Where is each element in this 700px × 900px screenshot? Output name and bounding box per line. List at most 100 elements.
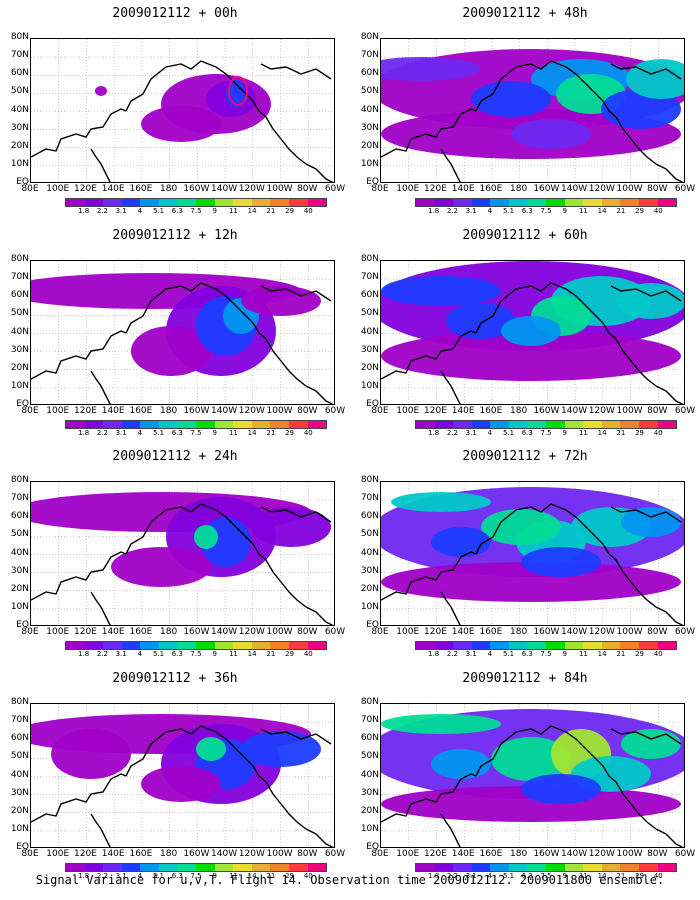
colorbar-segment [214,199,234,206]
coastline [215,731,307,830]
variance-shade [491,737,571,781]
colorbar-tick-label: 11 [578,872,588,880]
colorbar-tick-label: 14 [597,650,607,658]
lat-tick-label: 60N [360,290,379,301]
colorbar-tick-label: 11 [578,429,588,437]
map-panel: 2009012112 + 60h 80N 70N 60N 50N 40N 30N 20N 10N… [360,222,695,437]
colorbar-tick-label: 11 [228,650,238,658]
lon-tick-label: 160W [533,849,560,859]
lon-tick-label: 100E [396,849,420,859]
colorbar-tick-label: 29 [635,650,645,658]
lon-tick-label: 140E [101,627,125,637]
colorbar-labels: 1.8 2.2 3.1 4 5.1 6.3 7.5 9 11 14 21 29 40 [65,207,327,217]
lat-tick-label: 70N [10,50,29,61]
variance-shade [431,527,491,557]
coastline [610,63,682,80]
colorbar [65,863,327,872]
lat-tick-label: 10N [10,823,29,834]
colorbar-segment [546,199,565,206]
colorbar-segment [233,864,252,871]
map-panel: 2009012112 + 36h 80N 70N 60N 50N 40N 30N 20N 10N… [10,665,345,882]
lat-tick-label: 30N [360,565,379,576]
lat-tick-label: 80N [10,254,29,264]
lon-tick-label: 80W [647,184,668,194]
lon-tick-label: 60W [674,849,696,859]
lat-tick-label: 70N [360,493,379,504]
lat-tick-label: 70N [10,715,29,726]
lon-tick-label: 120W [588,406,615,416]
colorbar-segment [270,864,289,871]
panel-title: 2009012112 + 36h [112,671,238,686]
lon-tick-label: 140W [561,184,588,194]
lat-tick-label: EQ [16,620,29,630]
lon-tick-label: 80W [297,184,318,194]
lon-tick-label: 140E [451,627,475,637]
variance-shade [471,81,551,117]
lat-tick-label: 50N [10,751,29,762]
colorbar-tick-label: 11 [228,872,238,880]
colorbar-tick-label: 21 [616,207,626,215]
colorbar [65,198,327,207]
lon-tick-label: 120E [74,406,97,416]
colorbar-segment [84,642,104,649]
colorbar-segment [196,642,215,649]
colorbar [415,198,677,207]
colorbar-tick-label: 4 [487,650,493,658]
lon-tick-label: 140W [561,849,588,859]
lat-tick-label: 10N [360,823,379,834]
lon-tick-label: 120E [424,406,447,416]
variance-map [31,704,334,847]
map-panel: 2009012112 + 00h 80N 70N 60N 50N 40N 30N 20N 10N… [10,0,345,217]
coastline [260,63,332,80]
lat-tick-label: 10N [10,158,29,169]
coastline [31,551,127,601]
lon-tick-label: 100W [266,627,293,637]
colorbar-segment [66,864,85,871]
lon-tick-label: 100E [46,627,70,637]
lat-tick-label: 40N [360,326,379,337]
colorbar-segment [288,864,308,871]
lon-tick-label: 180 [160,406,178,416]
lat-tick-label: 50N [10,86,29,97]
coastline [125,282,217,334]
lat-tick-label: 60N [360,511,379,522]
colorbar-segment [638,864,658,871]
colorbar-segment [416,642,435,649]
lat-tick-label: EQ [366,399,379,409]
coastline [655,163,684,182]
lon-tick-label: 60W [324,406,346,416]
colorbar-segment [103,421,122,428]
colorbar-tick-label: 21 [266,429,276,437]
lat-tick-label: 30N [10,122,29,133]
colorbar-segment [307,199,327,206]
lon-tick-label: 120E [424,627,447,637]
variance-map [381,704,684,847]
colorbar-tick-label: 11 [228,207,238,215]
colorbar-labels: 1.8 2.2 3.1 4 5.1 6.3 7.5 9 11 14 21 29 40 [65,872,327,882]
lat-tick-label: 10N [360,158,379,169]
colorbar-segment [564,642,584,649]
lat-tick-label: EQ [366,842,379,852]
colorbar-segment [307,864,327,871]
variance-shade [241,731,321,767]
lat-tick-label: 60N [10,511,29,522]
colorbar-segment [583,199,602,206]
variance-shade [381,57,481,81]
coastline [90,591,111,625]
colorbar-tick-label: 6.3 [171,650,183,658]
lon-tick-label: 60W [324,849,346,859]
lon-tick-label: 120E [424,184,447,194]
colorbar-tick-label: 2.2 [446,650,458,658]
colorbar-tick-label: 3.1 [115,207,127,215]
colorbar-segment [527,199,547,206]
colorbar-segment [657,421,677,428]
coastline [565,288,657,387]
colorbar-segment [196,864,215,871]
colorbar-segment [140,642,159,649]
colorbar-segment [140,864,159,871]
coastline [31,330,127,380]
lat-tick-label: 50N [360,529,379,540]
lat-tick-label: 20N [360,140,379,151]
colorbar-tick-label: 3.1 [115,429,127,437]
coastline [565,731,657,830]
